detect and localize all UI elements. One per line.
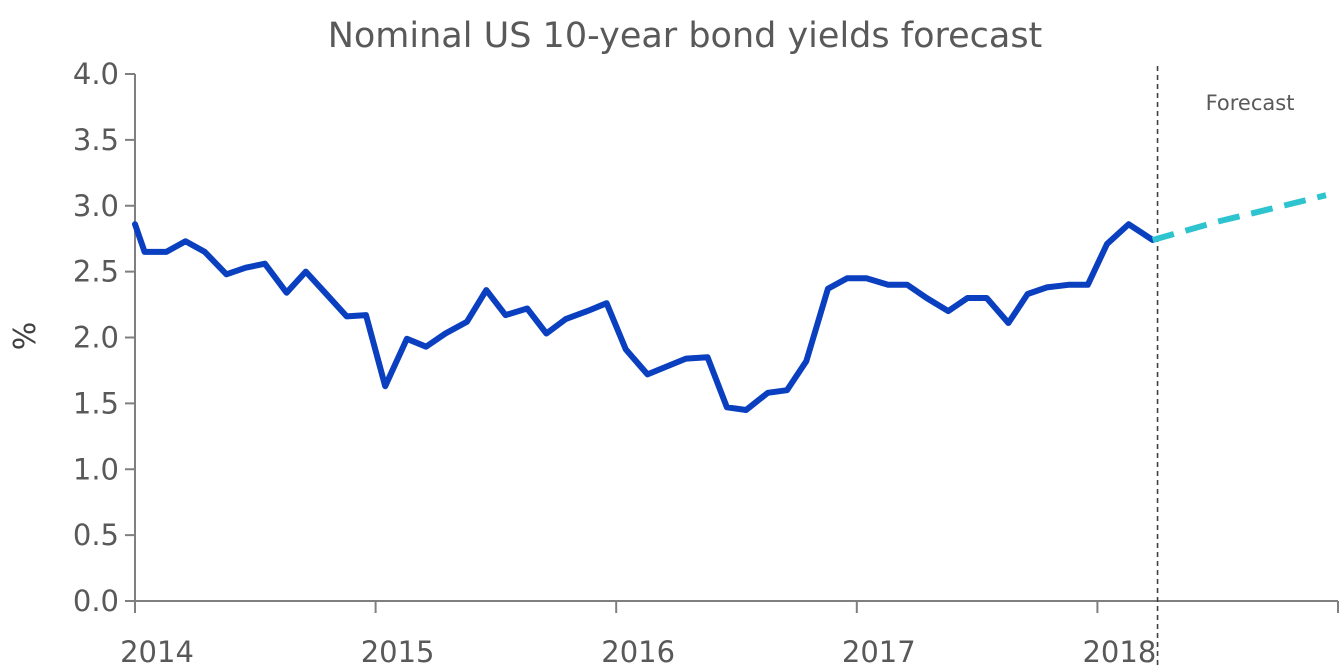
y-tick-label: 1.5 (73, 386, 119, 420)
forecast-annotation: Forecast (1206, 91, 1295, 115)
x-tick-label: 2018 (1082, 635, 1156, 669)
forecast-series-line (1151, 192, 1327, 243)
chart-title: Nominal US 10-year bond yields forecast (328, 16, 1043, 56)
y-tick-label: 4.0 (73, 57, 119, 91)
y-tick-label: 3.0 (73, 189, 119, 223)
y-tick-label: 2.0 (73, 321, 119, 355)
yield-series-line (132, 221, 1156, 413)
y-axis-label: % (8, 322, 43, 351)
y-tick-label: 3.5 (73, 123, 119, 157)
y-tick-label: 1.0 (73, 452, 119, 486)
x-tick-label: 2014 (120, 635, 194, 669)
y-tick-label: 0.0 (73, 584, 119, 618)
y-tick-label: 2.5 (73, 255, 119, 289)
y-tick-label: 0.5 (73, 518, 119, 552)
x-tick-label: 2016 (601, 635, 675, 669)
x-tick-label: 2015 (361, 635, 435, 669)
x-tick-label: 2017 (842, 635, 916, 669)
